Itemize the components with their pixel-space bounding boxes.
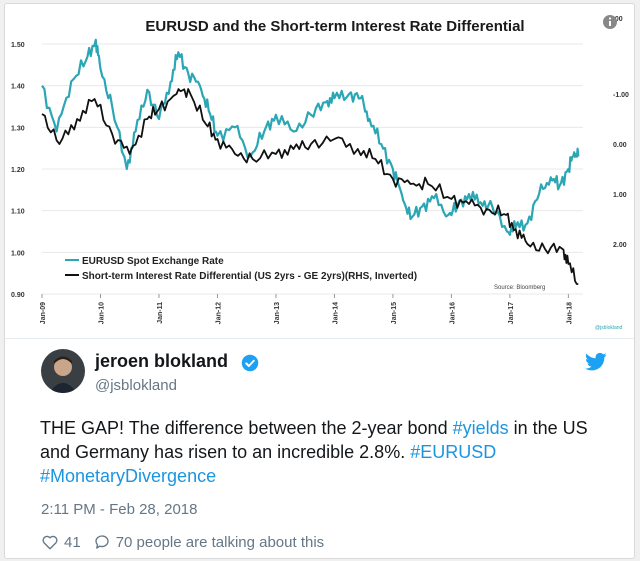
y-left-tick-label: 1.00 bbox=[11, 250, 25, 257]
x-tick-label: Jan-16 bbox=[449, 302, 456, 324]
tweet-text-part-1: THE GAP! The difference between the 2-ye… bbox=[40, 418, 453, 438]
tweet-text: THE GAP! The difference between the 2-ye… bbox=[40, 416, 610, 488]
y-left-tick-label: 0.90 bbox=[11, 292, 25, 299]
divider bbox=[5, 338, 634, 339]
reply-bubble-icon[interactable] bbox=[93, 533, 111, 551]
avatar[interactable] bbox=[41, 349, 85, 393]
hashtag-eurusd[interactable]: #EURUSD bbox=[410, 442, 497, 462]
y-left-tick-label: 1.10 bbox=[11, 209, 25, 216]
x-tick-label: Jan-11 bbox=[157, 302, 164, 324]
user-name[interactable]: jeroen blokland bbox=[95, 351, 229, 371]
x-tick-label: Jan-10 bbox=[98, 302, 105, 324]
x-tick-label: Jan-12 bbox=[215, 302, 222, 324]
heart-icon[interactable] bbox=[41, 533, 59, 551]
x-tick-label: Jan-18 bbox=[566, 302, 573, 324]
x-tick-label: Jan-14 bbox=[332, 302, 339, 324]
talking-count[interactable]: 70 people are talking about this bbox=[115, 533, 325, 551]
y-right-tick-label: 1.00 bbox=[613, 192, 627, 199]
y-left-tick-label: 1.20 bbox=[11, 167, 25, 174]
x-tick-label: Jan-09 bbox=[40, 302, 47, 324]
series-line-eurusd bbox=[41, 38, 580, 236]
y-right-tick-label: -1.00 bbox=[613, 92, 629, 99]
twitter-bird-icon[interactable] bbox=[585, 352, 607, 372]
y-left-tick-label: 1.50 bbox=[11, 42, 25, 49]
tweet-timestamp[interactable]: 2:11 PM - Feb 28, 2018 bbox=[41, 501, 198, 518]
x-tick-label: Jan-15 bbox=[391, 302, 398, 324]
tweet-card: EURUSD and the Short-term Interest Rate … bbox=[4, 3, 635, 559]
y-right-tick-label: 2.00 bbox=[613, 242, 627, 249]
chart-title: EURUSD and the Short-term Interest Rate … bbox=[145, 18, 524, 35]
chart-svg: EURUSD and the Short-term Interest Rate … bbox=[11, 16, 629, 331]
legend-label-differential: Short-term Interest Rate Differential (U… bbox=[82, 271, 417, 282]
user-handle[interactable]: @jsblokland bbox=[95, 377, 177, 394]
avatar-image bbox=[41, 349, 85, 393]
x-tick-label: Jan-17 bbox=[508, 302, 515, 324]
chart-source: Source: Bloomberg bbox=[494, 285, 545, 291]
verified-badge-icon bbox=[241, 354, 259, 372]
hashtag-monetary-divergence[interactable]: #MonetaryDivergence bbox=[40, 466, 217, 486]
info-icon[interactable] bbox=[602, 14, 618, 30]
y-left-tick-label: 1.40 bbox=[11, 84, 25, 91]
legend-label-eurusd: EURUSD Spot Exchange Rate bbox=[82, 256, 224, 267]
tweet-text-part-2: in the US and Germany has risen to an in… bbox=[40, 418, 588, 462]
tweet-actions: 41 70 people are talking about this bbox=[41, 533, 324, 551]
chart-image[interactable]: EURUSD and the Short-term Interest Rate … bbox=[5, 4, 636, 336]
y-right-tick-label: 0.00 bbox=[613, 142, 627, 149]
like-count[interactable]: 41 bbox=[64, 533, 81, 551]
chart-watermark: @jsblokland bbox=[595, 325, 623, 331]
x-tick-label: Jan-13 bbox=[274, 302, 281, 324]
y-left-tick-label: 1.30 bbox=[11, 125, 25, 132]
hashtag-yields[interactable]: #yields bbox=[452, 418, 509, 438]
series-line-differential bbox=[41, 88, 579, 285]
